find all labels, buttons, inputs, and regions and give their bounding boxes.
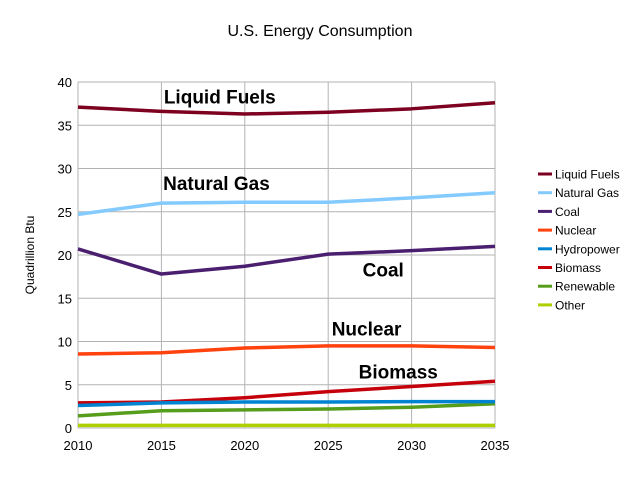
series-line-natural-gas: [77, 190, 496, 217]
series-line-nuclear: [77, 344, 496, 356]
y-tick-label: 35: [58, 118, 72, 133]
legend-entry: Hydropower: [555, 242, 620, 256]
legend-entry: Other: [555, 298, 585, 312]
x-tick-label: 2015: [147, 438, 176, 453]
legend-entry: Renewable: [555, 280, 615, 294]
annotation-label: Nuclear: [332, 319, 402, 340]
legend-entry: Nuclear: [555, 224, 596, 238]
y-axis-label: Quadrillion Btu: [23, 216, 37, 295]
y-tick-label: 20: [58, 248, 72, 263]
series-line-coal: [77, 244, 496, 276]
annotation-label: Natural Gas: [163, 174, 270, 195]
x-tick-label: 2035: [481, 438, 510, 453]
y-tick-label: 10: [58, 335, 72, 350]
y-tick-label: 25: [58, 205, 72, 220]
legend-entry: Coal: [555, 205, 580, 219]
chart-title: U.S. Energy Consumption: [228, 23, 413, 40]
annotation-label: Biomass: [359, 363, 438, 384]
legend-entry: Natural Gas: [555, 186, 619, 200]
y-tick-label: 0: [65, 421, 72, 436]
y-tick-label: 30: [58, 162, 72, 177]
x-tick-label: 2010: [64, 438, 93, 453]
series-line-liquid-fuels: [77, 101, 496, 116]
legend-entry: Biomass: [555, 261, 601, 275]
series-line-renewable: [77, 402, 496, 418]
legend-entry: Liquid Fuels: [555, 168, 620, 182]
x-tick-label: 2030: [397, 438, 426, 453]
series-line-hydropower: [77, 399, 495, 408]
x-tick-label: 2025: [314, 438, 343, 453]
x-tick-label: 2020: [230, 438, 259, 453]
y-tick-label: 15: [58, 291, 72, 306]
annotation-label: Liquid Fuels: [164, 88, 276, 109]
y-tick-label: 40: [58, 75, 72, 90]
annotation-label: Coal: [363, 261, 404, 282]
y-tick-label: 5: [65, 378, 72, 393]
